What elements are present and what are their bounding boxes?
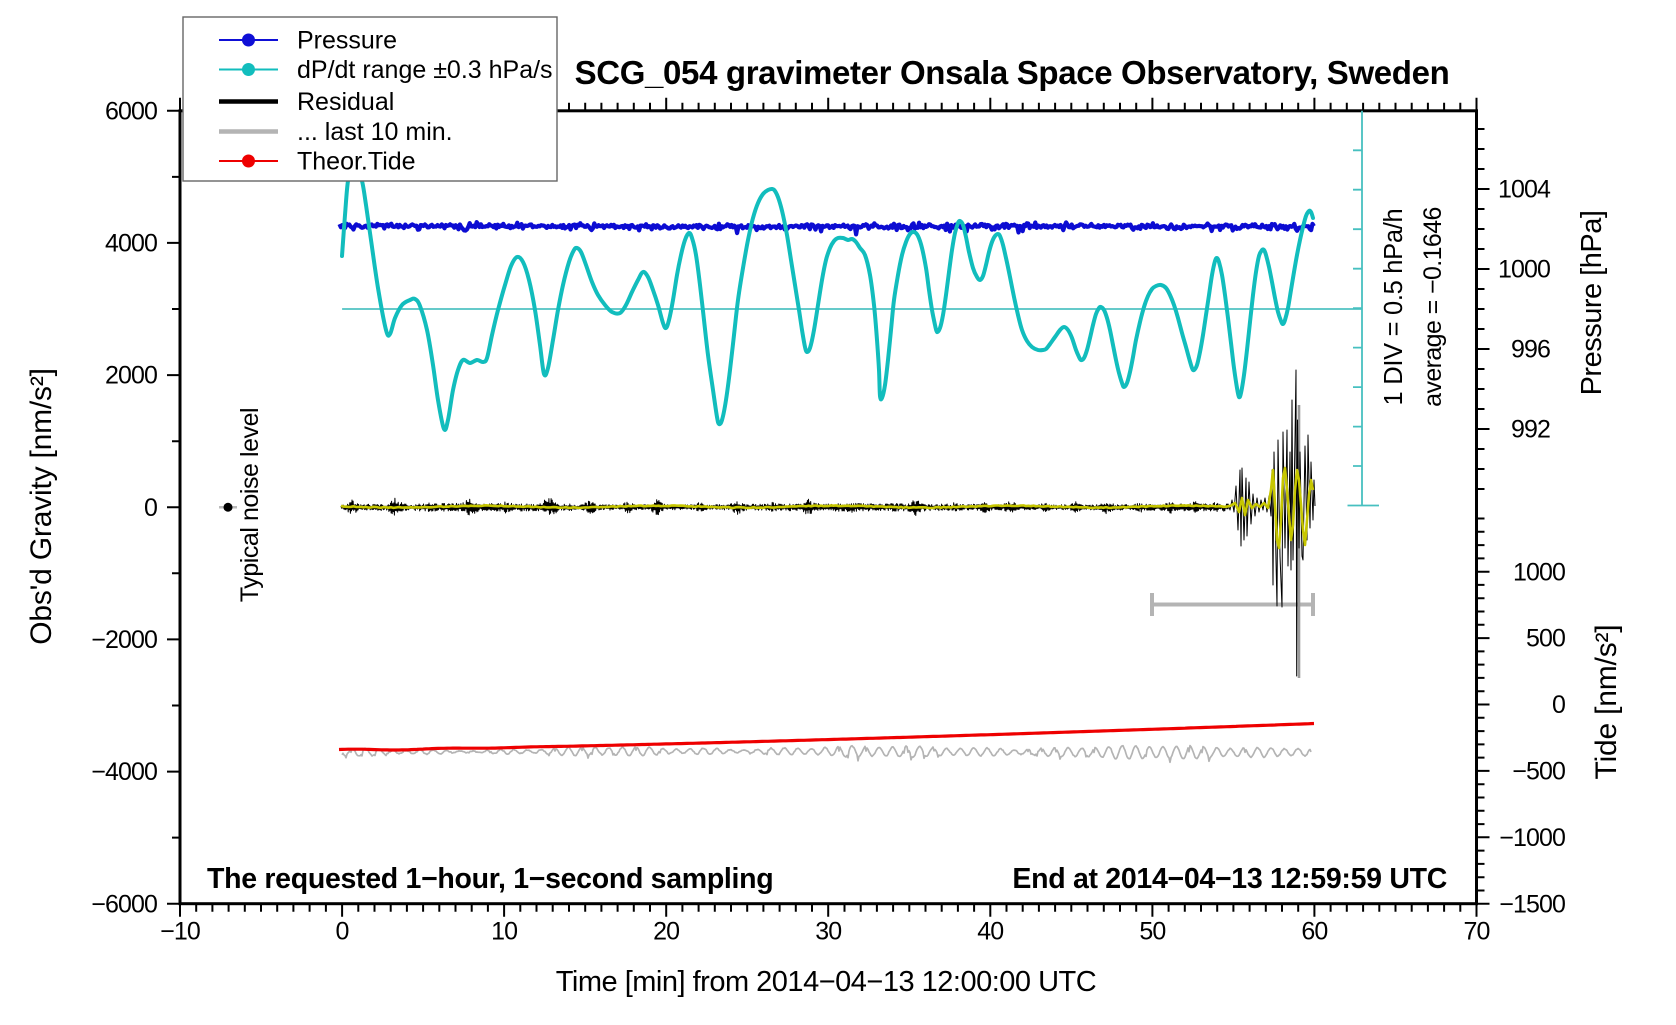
svg-text:Typical noise level: Typical noise level [236,408,264,602]
svg-text:0: 0 [1552,691,1565,719]
svg-text:average = −0.1646: average = −0.1646 [1419,207,1447,407]
svg-text:40: 40 [977,918,1003,946]
svg-text:Obs'd Gravity [nm/s²]: Obs'd Gravity [nm/s²] [25,368,58,645]
svg-text:−1500: −1500 [1499,890,1565,918]
svg-text:Theor.Tide: Theor.Tide [297,148,416,176]
svg-text:−500: −500 [1512,758,1565,786]
svg-text:1 DIV = 0.5 hPa/h: 1 DIV = 0.5 hPa/h [1380,209,1408,406]
svg-text:4000: 4000 [105,230,157,258]
svg-text:20: 20 [653,918,679,946]
svg-text:60: 60 [1301,918,1327,946]
svg-text:1004: 1004 [1498,176,1551,204]
svg-text:992: 992 [1511,416,1550,444]
svg-text:−1000: −1000 [1499,824,1565,852]
svg-text:30: 30 [815,918,841,946]
svg-text:1000: 1000 [1513,558,1565,586]
svg-text:SCG_054 gravimeter Onsala Spac: SCG_054 gravimeter Onsala Space Observat… [575,54,1450,91]
svg-text:0: 0 [144,494,157,522]
svg-text:6000: 6000 [105,97,157,125]
svg-text:70: 70 [1463,918,1489,946]
svg-text:... last 10 min.: ... last 10 min. [297,118,453,146]
svg-text:996: 996 [1511,336,1550,364]
svg-text:0: 0 [336,918,349,946]
svg-text:1000: 1000 [1498,256,1550,284]
svg-text:Pressure: Pressure [297,27,397,55]
svg-text:50: 50 [1139,918,1165,946]
svg-text:500: 500 [1526,625,1565,653]
svg-text:−4000: −4000 [91,758,157,786]
svg-text:10: 10 [491,918,517,946]
svg-text:−10: −10 [160,918,200,946]
svg-text:Time [min] from 2014−04−13 12:: Time [min] from 2014−04−13 12:00:00 UTC [556,966,1096,998]
svg-text:Tide [nm/s²]: Tide [nm/s²] [1590,625,1623,780]
svg-text:The requested 1−hour, 1−second: The requested 1−hour, 1−second sampling [207,863,773,895]
svg-text:−2000: −2000 [91,626,157,654]
svg-text:2000: 2000 [105,362,157,390]
svg-text:Pressure [hPa]: Pressure [hPa] [1576,211,1608,396]
svg-text:Residual: Residual [297,88,394,116]
svg-text:End at 2014−04−13 12:59:59 UTC: End at 2014−04−13 12:59:59 UTC [1012,863,1447,895]
svg-text:−6000: −6000 [91,890,157,918]
svg-text:dP/dt range ±0.3 hPa/s: dP/dt range ±0.3 hPa/s [297,56,553,84]
